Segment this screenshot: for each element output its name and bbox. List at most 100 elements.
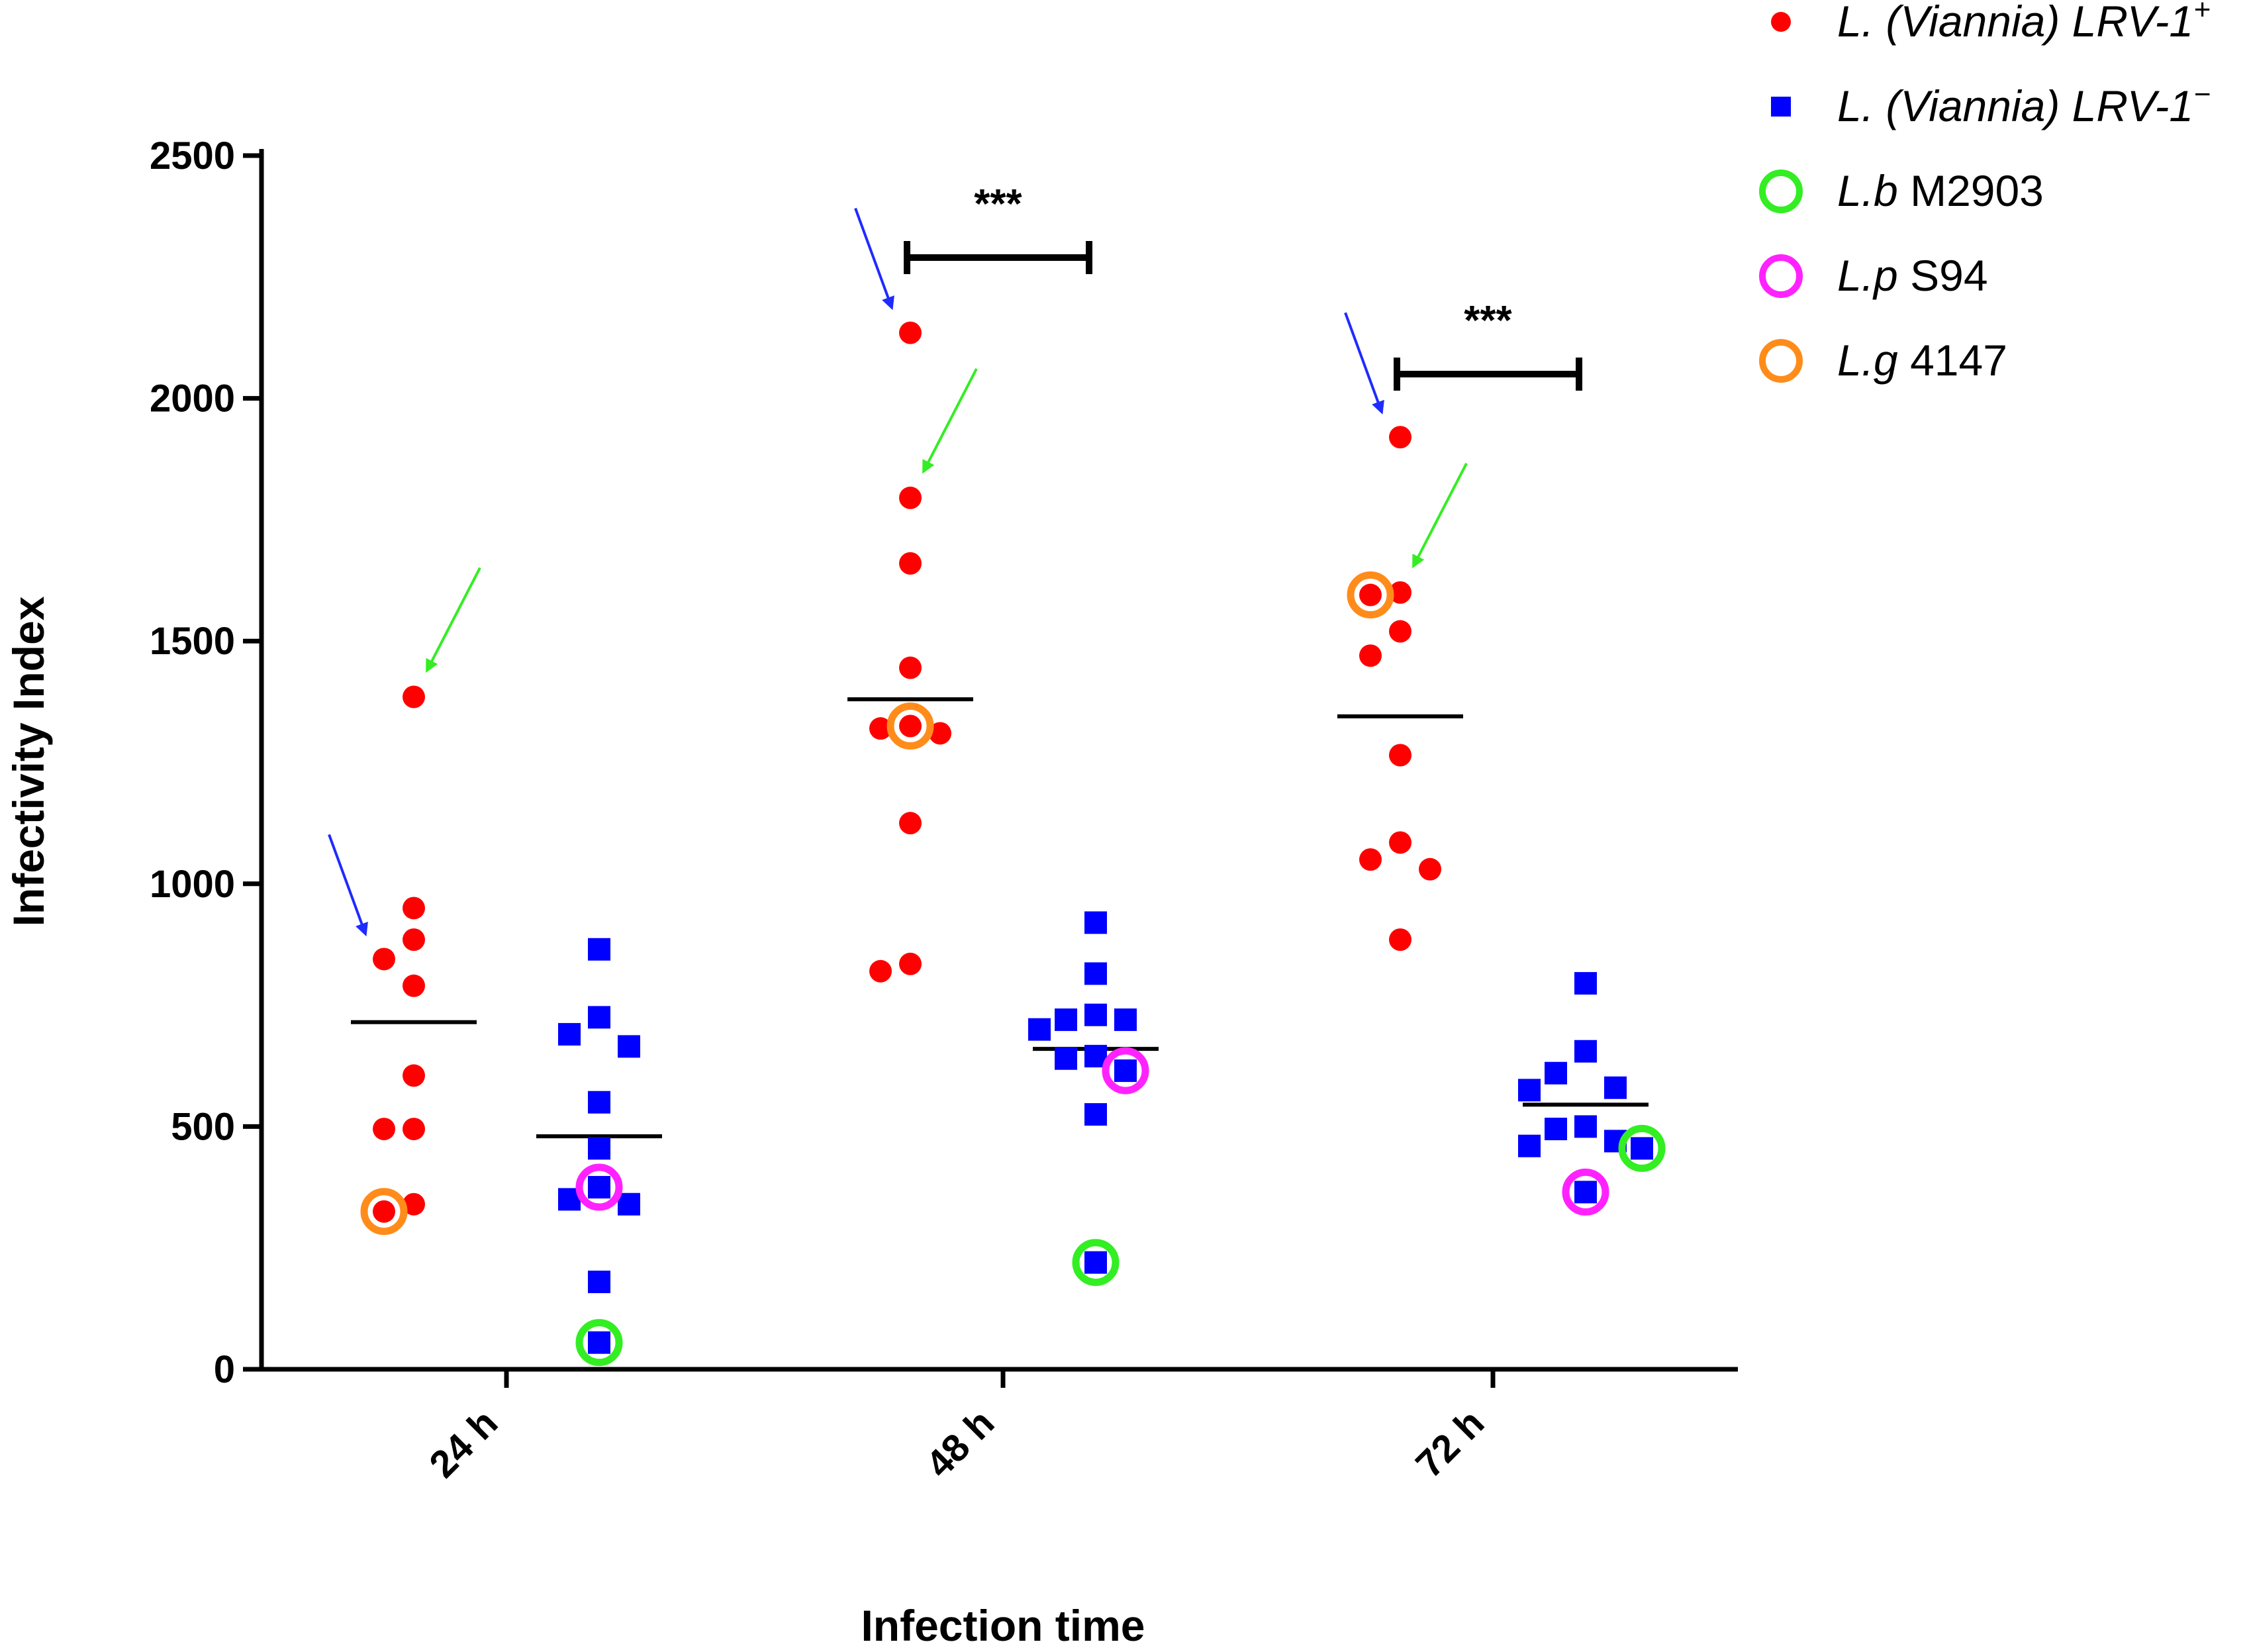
green-arrow xyxy=(1412,462,1468,569)
data-point-lrv-positive xyxy=(899,552,922,575)
data-point-lrv-negative xyxy=(1574,1115,1597,1138)
data-point-lrv-negative xyxy=(588,1006,610,1029)
significance-label: *** xyxy=(1464,298,1512,344)
data-point-lrv-negative xyxy=(1518,1134,1541,1157)
y-tick-label: 1500 xyxy=(150,620,235,663)
green-arrow xyxy=(922,367,978,474)
y-tick-label: 2000 xyxy=(150,377,235,420)
data-point-lrv-negative xyxy=(1084,911,1107,934)
data-point-lrv-negative xyxy=(588,1176,610,1199)
data-point-lrv-negative xyxy=(1631,1137,1653,1160)
x-tick-label: 24 h xyxy=(421,1401,506,1486)
highlight-ring-lb xyxy=(1072,1239,1120,1287)
data-point-lrv-positive xyxy=(1389,831,1412,854)
data-point-lrv-negative xyxy=(1604,1076,1627,1099)
data-point-lrv-positive xyxy=(1389,620,1412,643)
y-tick-label: 1000 xyxy=(150,863,235,906)
data-point-lrv-positive xyxy=(373,1200,395,1223)
data-points xyxy=(373,321,1653,1354)
data-point-lrv-negative xyxy=(1574,1181,1597,1204)
data-point-lrv-negative xyxy=(1518,1079,1541,1102)
y-axis-title: Infectivity Index xyxy=(4,596,53,926)
highlight-ring-lg xyxy=(886,703,934,750)
highlight-ring-lp xyxy=(1562,1168,1609,1216)
data-point-lrv-negative xyxy=(1084,1003,1107,1026)
legend-label: L.g 4147 xyxy=(1837,336,2007,385)
data-point-lrv-negative xyxy=(588,938,610,961)
legend: L. (Viannia) LRV-1+ L. (Viannia) LRV-1− L.… xyxy=(1759,0,2211,385)
data-point-lrv-negative xyxy=(1114,1008,1137,1032)
data-point-lrv-negative xyxy=(1055,1047,1077,1070)
data-point-lrv-positive xyxy=(403,974,425,997)
x-tick-label: 48 h xyxy=(918,1401,1002,1486)
data-point-lrv-positive xyxy=(869,717,892,740)
data-point-lrv-positive xyxy=(899,656,922,679)
data-point-lrv-positive xyxy=(899,812,922,835)
y-tick-label: 500 xyxy=(171,1105,235,1148)
data-point-lrv-positive xyxy=(403,1118,425,1141)
data-point-lrv-positive xyxy=(403,1192,425,1216)
data-point-lrv-negative xyxy=(588,1271,610,1294)
data-point-lrv-positive xyxy=(1359,644,1382,667)
data-point-lrv-negative xyxy=(1084,1103,1107,1126)
legend-marker-ring xyxy=(1759,339,1803,383)
data-point-lrv-negative xyxy=(1545,1061,1567,1085)
blue-arrow xyxy=(1344,312,1384,415)
data-point-lrv-positive xyxy=(1359,583,1382,607)
blue-arrow xyxy=(328,834,368,937)
green-arrow xyxy=(426,567,481,673)
data-point-lrv-positive xyxy=(1389,426,1412,449)
legend-label: L. (Viannia) LRV-1+ xyxy=(1837,0,2211,46)
data-point-lrv-positive xyxy=(1389,581,1412,604)
highlight-ring-lg xyxy=(1347,571,1394,619)
data-point-lrv-positive xyxy=(1389,928,1412,951)
data-point-lrv-negative xyxy=(1574,972,1597,995)
data-point-lrv-positive xyxy=(1359,848,1382,871)
highlight-ring-lp xyxy=(1102,1047,1149,1094)
legend-label: L.b M2903 xyxy=(1837,166,2044,215)
blue-arrow xyxy=(854,207,894,311)
legend-label: L.p S94 xyxy=(1837,251,1988,300)
highlight-ring-lg xyxy=(360,1188,408,1236)
data-point-lrv-positive xyxy=(1419,857,1441,881)
data-point-lrv-negative xyxy=(1114,1059,1137,1083)
data-point-lrv-negative xyxy=(618,1192,640,1216)
data-point-lrv-positive xyxy=(899,714,922,738)
data-point-lrv-negative xyxy=(588,1091,610,1114)
highlight-ring-lb xyxy=(575,1319,623,1367)
data-point-lrv-positive xyxy=(899,321,922,344)
y-tick-label: 0 xyxy=(214,1348,235,1391)
data-point-lrv-positive xyxy=(403,897,425,920)
significance-label: *** xyxy=(974,181,1022,227)
data-point-lrv-positive xyxy=(899,486,922,509)
legend-marker-dot xyxy=(1771,12,1791,32)
data-point-lrv-negative xyxy=(1574,1040,1597,1063)
x-axis-title: Infection time xyxy=(861,1601,1145,1650)
legend-marker-ring xyxy=(1759,170,1803,213)
data-point-lrv-positive xyxy=(373,1118,395,1141)
highlight-ring-lb xyxy=(1618,1124,1666,1172)
data-point-lrv-positive xyxy=(403,1064,425,1087)
y-tick-label: 2500 xyxy=(150,134,235,177)
highlight-rings xyxy=(360,571,1666,1367)
data-point-lrv-negative xyxy=(1028,1018,1051,1041)
data-point-lrv-positive xyxy=(403,685,425,708)
highlight-ring-lp xyxy=(575,1163,623,1211)
data-point-lrv-positive xyxy=(899,952,922,975)
x-tick-label: 72 h xyxy=(1408,1401,1492,1486)
data-point-lrv-positive xyxy=(1389,744,1412,767)
data-point-lrv-negative xyxy=(1055,1008,1077,1032)
legend-marker-square xyxy=(1771,97,1791,117)
legend-marker-ring xyxy=(1759,254,1803,298)
data-point-lrv-positive xyxy=(869,959,892,983)
mean-lines xyxy=(351,697,1649,1139)
significance-brackets: *** *** xyxy=(904,181,1582,391)
annotation-arrows xyxy=(328,207,1468,937)
data-point-lrv-negative xyxy=(1084,962,1107,985)
data-point-lrv-negative xyxy=(588,1137,610,1160)
data-point-lrv-negative xyxy=(1084,1251,1107,1274)
data-point-lrv-positive xyxy=(929,722,951,745)
legend-label: L. (Viannia) LRV-1− xyxy=(1837,78,2211,130)
data-point-lrv-negative xyxy=(558,1023,581,1046)
data-point-lrv-negative xyxy=(588,1331,610,1354)
